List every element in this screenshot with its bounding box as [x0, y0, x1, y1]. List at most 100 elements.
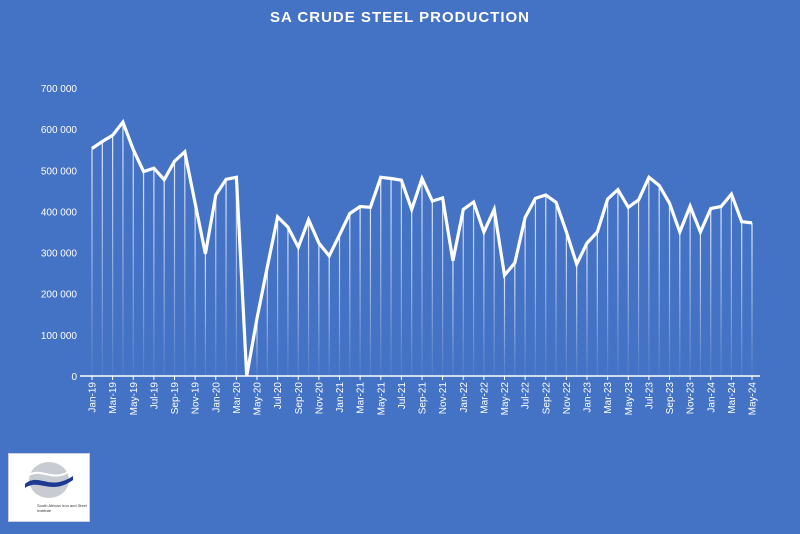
drop-line: [534, 198, 537, 376]
x-tick-label: May-23: [624, 382, 635, 416]
drop-line: [699, 232, 702, 376]
x-tick-label: Sep-19: [170, 382, 181, 415]
production-line: [91, 118, 753, 377]
x-tick-label: Jan-20: [211, 382, 222, 413]
drop-line: [266, 266, 268, 376]
drop-line: [452, 260, 454, 376]
drop-line: [627, 207, 629, 376]
drop-line: [483, 232, 485, 376]
drop-line: [421, 178, 423, 376]
drop-line: [122, 122, 124, 376]
drop-line: [318, 243, 320, 376]
drop-line: [514, 262, 516, 376]
drop-line: [720, 206, 722, 376]
drop-line: [689, 206, 691, 376]
y-tick-label: 500 000: [41, 166, 78, 177]
drop-line: [194, 203, 196, 376]
drop-line: [400, 180, 402, 376]
drop-line: [503, 275, 506, 376]
y-tick-label: 300 000: [41, 249, 78, 260]
drop-line: [142, 171, 145, 376]
x-axis: Jan-19 Mar-19 May-19 Jul-19 Sep-19 Nov-19 Jan-…: [80, 375, 760, 416]
y-tick-label: 200 000: [41, 290, 78, 301]
x-tick-label: Jul-20: [273, 382, 284, 410]
logo-caption: South African Iron and Steel Institute: [37, 503, 87, 513]
x-tick-label: Nov-19: [191, 382, 202, 415]
x-tick-label: Jan-21: [335, 382, 346, 413]
drop-line: [359, 206, 361, 376]
drop-line: [617, 189, 619, 376]
drop-line: [256, 318, 258, 376]
drop-line: [173, 161, 176, 376]
x-tick-label: Nov-20: [314, 382, 325, 415]
drop-line: [380, 177, 382, 376]
drop-line: [287, 227, 289, 376]
drop-line: [596, 232, 598, 376]
drop-line: [524, 217, 526, 376]
x-tick-label: Jul-19: [149, 382, 160, 410]
drop-line: [411, 209, 413, 376]
x-tick-label: Jul-23: [644, 382, 655, 410]
drop-line: [112, 135, 114, 376]
chart-title: SA CRUDE STEEL PRODUCTION: [269, 9, 531, 26]
x-tick-label: Mar-24: [727, 382, 738, 414]
x-tick-label: Nov-23: [686, 382, 697, 415]
drop-lines: [91, 122, 753, 376]
x-tick-label: May-24: [748, 382, 759, 416]
x-tick-label: May-20: [253, 382, 264, 416]
drop-line: [586, 243, 588, 376]
drop-line: [235, 177, 237, 376]
x-tick-label: Mar-23: [603, 382, 614, 414]
x-tick-label: Jul-22: [521, 382, 532, 410]
drop-line: [431, 201, 433, 376]
drop-line: [658, 185, 660, 376]
x-tick-label: Jan-19: [88, 382, 99, 413]
y-tick-label: 700 000: [41, 84, 78, 95]
x-tick-label: Mar-21: [356, 382, 367, 414]
logo-swoosh-icon: [25, 462, 73, 498]
drop-line: [730, 194, 732, 376]
drop-line: [277, 216, 279, 376]
y-tick-label: 0: [71, 372, 77, 383]
x-tick-label: Mar-20: [232, 382, 243, 414]
x-tick-label: Nov-21: [438, 382, 449, 415]
drop-line: [101, 141, 103, 376]
drop-line: [328, 255, 330, 376]
drop-line: [390, 178, 392, 376]
x-tick-label: Sep-23: [665, 382, 676, 415]
drop-line: [91, 148, 93, 376]
drop-line: [204, 253, 207, 376]
x-tick-label: May-21: [376, 382, 387, 416]
drop-line: [153, 168, 155, 376]
y-tick-label: 400 000: [41, 207, 78, 218]
drop-line: [442, 197, 444, 376]
x-tick-label: May-19: [129, 382, 140, 416]
drop-line: [307, 219, 310, 376]
drop-line: [741, 221, 743, 376]
series-line: [91, 118, 753, 377]
y-axis: 0 100 000 200 000 300 000 400 000 500 000 600 …: [41, 84, 78, 383]
drop-line: [710, 208, 712, 376]
x-tick-label: Jan-22: [459, 382, 470, 413]
x-tick-label: Jan-24: [706, 382, 717, 413]
drop-line: [462, 209, 464, 376]
saisi-logo: South African Iron and Steel Institute: [8, 453, 90, 522]
x-tick-label: Jan-23: [583, 382, 594, 413]
y-tick-label: 100 000: [41, 331, 78, 342]
drop-line: [338, 234, 341, 376]
drop-line: [369, 207, 372, 376]
drop-line: [576, 264, 578, 376]
drop-line: [349, 213, 351, 376]
x-tick-label: Jul-21: [397, 382, 408, 410]
drop-line: [472, 201, 475, 376]
drop-line: [565, 232, 567, 376]
drop-line: [297, 247, 299, 376]
y-tick-label: 600 000: [41, 125, 78, 136]
drop-line: [493, 209, 495, 376]
drop-line: [215, 194, 217, 376]
x-tick-label: Sep-21: [418, 382, 429, 415]
x-tick-label: Mar-19: [108, 382, 119, 414]
drop-line: [648, 177, 650, 376]
drop-line: [679, 232, 681, 376]
